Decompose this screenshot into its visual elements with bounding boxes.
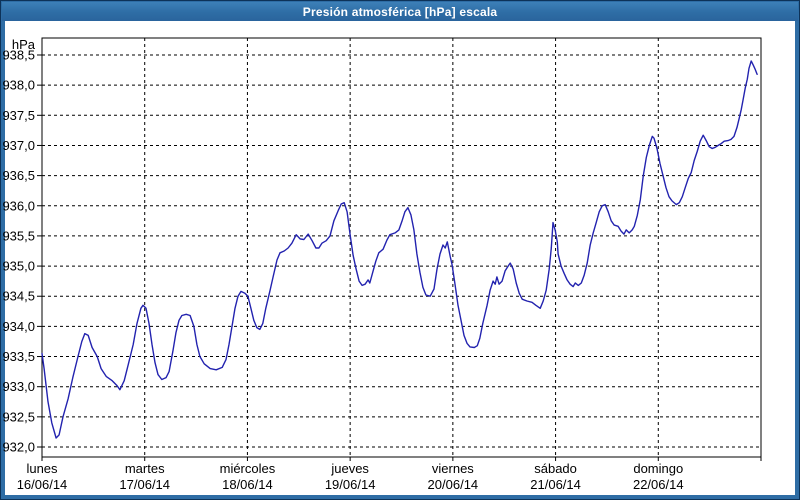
y-unit-label: hPa (12, 37, 36, 52)
x-date-label: 21/06/14 (530, 477, 581, 492)
y-tick-label: 937,0 (2, 138, 35, 153)
y-axis-labels: 938,5 938,0 937,5 937,0 936,5 936,0 935,5 935,0… (2, 37, 35, 455)
x-day-label: lunes (26, 461, 58, 476)
x-date-label: 18/06/14 (222, 477, 273, 492)
x-day-label: sábado (534, 461, 577, 476)
y-tick-label: 935,0 (2, 259, 35, 274)
title-bar: Presión atmosférica [hPa] escala (2, 2, 798, 21)
axis-ticks (37, 54, 762, 461)
x-date-label: 20/06/14 (428, 477, 479, 492)
y-tick-label: 932,5 (2, 409, 35, 424)
y-tick-label: 938,0 (2, 78, 35, 93)
y-tick-label: 933,0 (2, 379, 35, 394)
x-day-label: domingo (633, 461, 683, 476)
x-date-label: 16/06/14 (17, 477, 68, 492)
y-tick-label: 932,0 (2, 440, 35, 455)
y-tick-label: 937,5 (2, 108, 35, 123)
x-day-label: miércoles (220, 461, 276, 476)
x-date-label: 19/06/14 (325, 477, 376, 492)
y-tick-label: 935,5 (2, 228, 35, 243)
x-day-label: viernes (432, 461, 474, 476)
y-tick-label: 936,5 (2, 168, 35, 183)
x-date-label: 17/06/14 (119, 477, 170, 492)
y-tick-label: 933,5 (2, 349, 35, 364)
y-tick-label: 934,0 (2, 319, 35, 334)
y-tick-label: 936,0 (2, 198, 35, 213)
y-tick-label: 934,5 (2, 289, 35, 304)
x-day-label: martes (125, 461, 165, 476)
gridlines (42, 38, 761, 457)
plot-border (41, 37, 762, 458)
page-title: Presión atmosférica [hPa] escala (302, 4, 498, 19)
pressure-line (41, 60, 758, 439)
chart-area (5, 21, 795, 495)
x-date-label: 22/06/14 (633, 477, 684, 492)
y-tick-label: 938,5 (2, 47, 35, 62)
x-day-label: jueves (330, 461, 369, 476)
